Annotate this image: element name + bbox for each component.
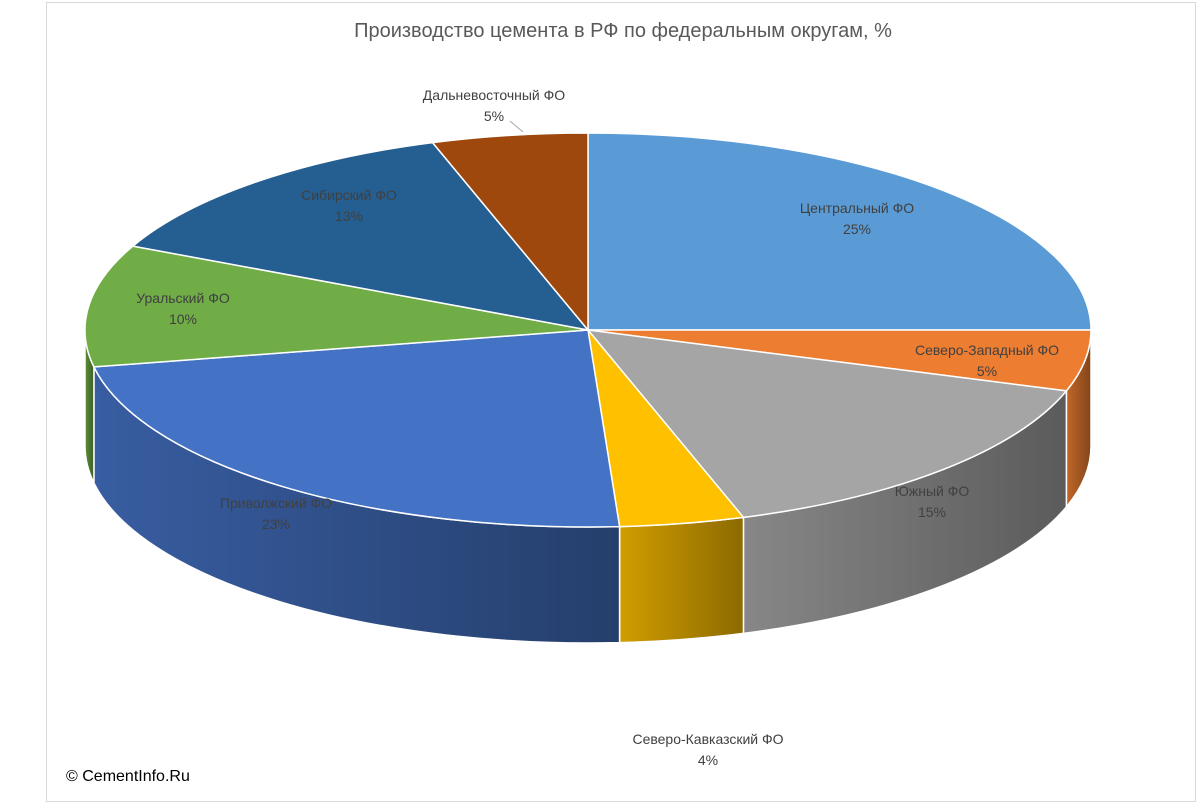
- pie-slices: [84, 132, 1092, 528]
- chart-frame: [46, 2, 1196, 802]
- slice-6-value-label: 10%: [169, 311, 197, 327]
- slice-1-label: Центральный ФО: [800, 200, 914, 216]
- slice-2-top: [587, 329, 1092, 392]
- slice-6-label: Уральский ФО: [136, 290, 230, 306]
- label-leader-line: [509, 120, 524, 133]
- slice-2-value-label: 5%: [977, 363, 997, 379]
- slice-5-top: [93, 329, 621, 528]
- slice-5-label: Приволжский ФО: [220, 495, 332, 511]
- copyright-text: © CementInfo.Ru: [66, 768, 190, 785]
- slice-7-label: Сибирский ФО: [301, 187, 397, 203]
- slice-7-value-label: 13%: [335, 208, 363, 224]
- slice-8-label: Дальневосточный ФО: [423, 87, 565, 103]
- slice-4-value-label: 4%: [698, 752, 718, 768]
- slice-3-value-label: 15%: [918, 504, 946, 520]
- slice-labels: Центральный ФО 25% Северо-Западный ФО 5% Южн…: [136, 87, 1059, 768]
- chart-title: Производство цемента в РФ по федеральным…: [354, 20, 892, 42]
- slice-1-value-label: 25%: [843, 221, 871, 237]
- slice-2-label: Северо-Западный ФО: [915, 342, 1059, 358]
- slice-7-top: [132, 141, 589, 331]
- slice-8-top: [431, 132, 589, 331]
- slice-3-top: [587, 329, 1068, 519]
- slice-1-top: [587, 132, 1092, 331]
- slice-4-side: [618, 516, 745, 644]
- slice-3-label: Южный ФО: [895, 483, 970, 499]
- slice-4-label: Северо-Кавказский ФО: [632, 731, 783, 747]
- slice-6-top: [84, 245, 589, 368]
- slice-5-value-label: 23%: [262, 516, 290, 532]
- slice-8-value-label: 5%: [484, 108, 504, 124]
